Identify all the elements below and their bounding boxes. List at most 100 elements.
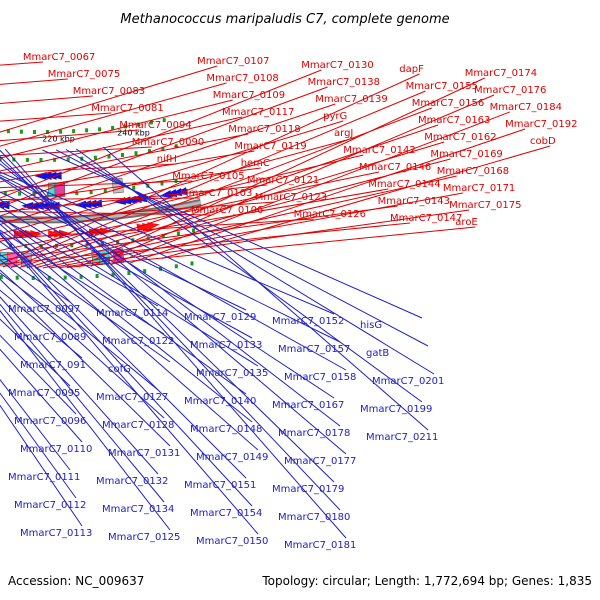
forward-arrow [147, 222, 160, 231]
forward-gene-label: MmarC7_0106 [191, 205, 263, 216]
dot-marker [59, 129, 63, 134]
forward-label-leader [0, 103, 336, 217]
forward-label-leader [0, 61, 43, 66]
forward-label-leader [110, 111, 510, 266]
forward-gene-label: argJ [334, 128, 353, 139]
forward-gene-label: MmarC7_0162 [424, 132, 496, 143]
reverse-label-leader [42, 149, 423, 319]
dot-marker [0, 156, 2, 161]
dot-marker [143, 269, 147, 274]
reverse-label-leader [0, 223, 259, 451]
forward-label-leader [0, 167, 261, 203]
forward-gene-label: MmarC7_0192 [505, 119, 577, 130]
dot-marker [116, 240, 120, 244]
reverse-arrow [74, 200, 87, 209]
reverse-gene-label: MmarC7_0110 [20, 444, 92, 455]
forward-label-leader [10, 107, 432, 268]
reverse-label-leader [0, 199, 253, 339]
reverse-label-leader [0, 278, 171, 447]
reverse-gene-label: MmarC7_0112 [14, 500, 86, 511]
dot-marker [161, 146, 165, 151]
forward-label-leader [78, 77, 485, 268]
dot-marker [47, 275, 51, 280]
reverse-gene-label: MmarC7_0151 [184, 480, 256, 491]
dot-marker [107, 154, 111, 159]
dot-marker [174, 144, 178, 149]
forward-gene-label: MmarC7_0163 [418, 115, 490, 126]
dot-marker [70, 243, 74, 248]
reverse-label-leader [0, 289, 83, 359]
forward-label-leader [0, 99, 233, 159]
dot-marker [85, 128, 89, 133]
dot-marker [63, 275, 67, 280]
forward-gene-label: MmarC7_0117 [222, 107, 294, 118]
forward-gene-label: MmarC7_0067 [23, 52, 95, 63]
reverse-gene-label: MmarC7_0097 [8, 304, 80, 315]
dot-marker [19, 129, 23, 134]
reverse-label-leader [0, 216, 159, 307]
reverse-gene-label: MmarC7_0113 [20, 528, 92, 539]
dot-marker [75, 191, 79, 196]
scale-tick-label: 220 kbp [42, 135, 75, 144]
reverse-gene-label: MmarC7_0201 [372, 376, 444, 387]
forward-strand-arrows [13, 222, 160, 239]
dot-marker [111, 272, 115, 277]
reverse-label-leader [0, 254, 71, 303]
reverse-label-leader [0, 348, 83, 443]
reverse-gene-label: MmarC7_0158 [284, 372, 356, 383]
forward-gene-label: MmarC7_0105 [172, 171, 244, 182]
map-title: Methanococcus maripaludis C7, complete g… [120, 12, 449, 27]
reverse-gene-label: MmarC7_0133 [190, 340, 262, 351]
forward-label-leader [0, 201, 275, 222]
dot-marker [174, 264, 178, 269]
forward-gene-label: aroE [455, 217, 477, 228]
forward-gene-label: MmarC7_0108 [206, 73, 278, 84]
forward-gene-label: MmarC7_0139 [315, 94, 387, 105]
forward-gene-label: MmarC7_0169 [430, 149, 502, 160]
forward-gene-label: MmarC7_0121 [247, 175, 319, 186]
dot-marker [137, 122, 140, 127]
forward-gene-label: MmarC7_0118 [228, 124, 300, 135]
reverse-gene-label: MmarC7_091 [20, 360, 86, 371]
dot-marker [174, 178, 178, 183]
forward-label-leader [0, 73, 420, 266]
reverse-label-leader [0, 215, 247, 395]
forward-label-leader [0, 222, 411, 265]
reverse-gene-label: MmarC7_0181 [284, 540, 356, 551]
reverse-label-leader [0, 404, 83, 527]
reverse-label-leader [0, 155, 335, 483]
dot-marker [98, 127, 102, 132]
reverse-gene-label: MmarC7_0095 [8, 388, 80, 399]
dot-marker [6, 129, 10, 134]
reverse-label-leader [0, 191, 247, 311]
dot-marker [95, 274, 99, 278]
dot-marker [160, 181, 164, 186]
reverse-gene-label: MmarC7_0114 [96, 308, 168, 319]
scale-ticks: 100 kbp120 kbp140 kbp160 kbp180 kbp200 k… [42, 128, 150, 144]
reverse-gene-label: MmarC7_0131 [108, 448, 180, 459]
reverse-label-leader [0, 206, 259, 367]
dot-marker [162, 118, 166, 123]
dot-marker [100, 241, 104, 246]
forward-label-leader [0, 188, 389, 257]
reverse-gene-label: MmarC7_0129 [184, 312, 256, 323]
forward-gene-label: MmarC7_0103 [180, 188, 252, 199]
forward-label-leader [0, 218, 314, 240]
reverse-arrow [79, 200, 92, 209]
reverse-gene-label: MmarC7_0157 [278, 344, 350, 355]
reverse-label-leader [0, 309, 171, 531]
reverse-gene-label: MmarC7_0111 [8, 472, 80, 483]
forward-label-leader [0, 82, 227, 147]
forward-gene-label: MmarC7_0174 [465, 68, 537, 79]
forward-label-leader [90, 94, 495, 267]
reverse-gene-label: MmarC7_0180 [278, 512, 350, 523]
forward-gene-labels: MmarC7_0067 MmarC7_0075 MmarC7_0083 MmarC7_… [23, 52, 578, 228]
scale-tick-label: 240 kbp [117, 128, 150, 137]
reverse-label-leader [102, 146, 429, 431]
forward-label-leader [0, 137, 355, 235]
reverse-label-leader [76, 148, 423, 403]
genome-backbone [0, 198, 202, 224]
forward-gene-label: cobD [530, 136, 556, 147]
reverse-gene-label: MmarC7_0128 [102, 420, 174, 431]
